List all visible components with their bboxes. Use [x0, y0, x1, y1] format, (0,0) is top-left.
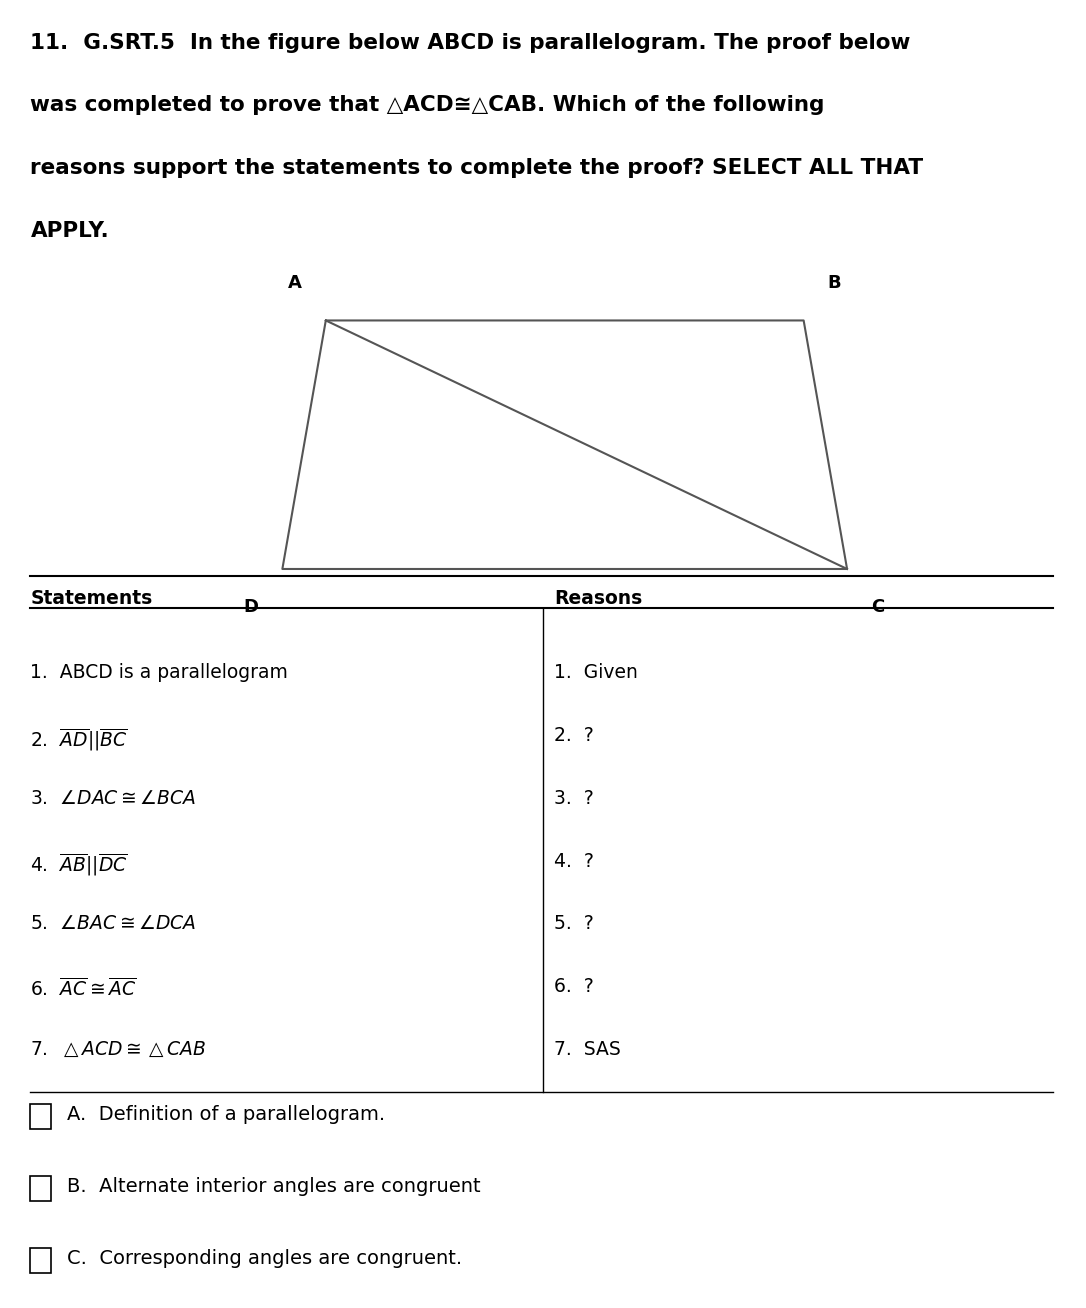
Text: 11.  G.SRT.5  In the figure below ABCD is parallelogram. The proof below: 11. G.SRT.5 In the figure below ABCD is … — [30, 33, 911, 52]
Text: B.  Alternate interior angles are congruent: B. Alternate interior angles are congrue… — [67, 1177, 481, 1196]
Text: 4.  ?: 4. ? — [554, 852, 594, 871]
Text: was completed to prove that △ACD≅△CAB. Which of the following: was completed to prove that △ACD≅△CAB. W… — [30, 95, 824, 115]
FancyBboxPatch shape — [30, 1176, 51, 1201]
Text: D: D — [243, 598, 258, 616]
Text: 3.  $\angle DAC \cong \angle BCA$: 3. $\angle DAC \cong \angle BCA$ — [30, 789, 197, 808]
Text: C: C — [871, 598, 884, 616]
FancyBboxPatch shape — [30, 1104, 51, 1129]
Text: 2.  ?: 2. ? — [554, 726, 594, 746]
Text: 6.  ?: 6. ? — [554, 977, 594, 997]
Text: 7.  SAS: 7. SAS — [554, 1040, 620, 1059]
Text: 5.  $\angle BAC \cong \angle DCA$: 5. $\angle BAC \cong \angle DCA$ — [30, 914, 197, 934]
Text: 2.  $\overline{AD}||\overline{BC}$: 2. $\overline{AD}||\overline{BC}$ — [30, 726, 128, 752]
Text: 5.  ?: 5. ? — [554, 914, 594, 934]
Text: A: A — [288, 273, 302, 292]
Text: 1.  ABCD is a parallelogram: 1. ABCD is a parallelogram — [30, 663, 288, 683]
Text: Statements: Statements — [30, 589, 153, 608]
Text: 3.  ?: 3. ? — [554, 789, 594, 808]
Text: reasons support the statements to complete the proof? SELECT ALL THAT: reasons support the statements to comple… — [30, 158, 923, 178]
Text: B: B — [828, 273, 842, 292]
Text: C.  Corresponding angles are congruent.: C. Corresponding angles are congruent. — [67, 1249, 463, 1267]
Text: A.  Definition of a parallelogram.: A. Definition of a parallelogram. — [67, 1105, 386, 1124]
FancyBboxPatch shape — [30, 1248, 51, 1273]
Text: 7.  $\triangle ACD \cong \triangle CAB$: 7. $\triangle ACD \cong \triangle CAB$ — [30, 1040, 206, 1059]
Text: Reasons: Reasons — [554, 589, 642, 608]
Text: 4.  $\overline{AB}||\overline{DC}$: 4. $\overline{AB}||\overline{DC}$ — [30, 852, 128, 878]
Text: 6.  $\overline{AC} \cong \overline{AC}$: 6. $\overline{AC} \cong \overline{AC}$ — [30, 977, 137, 999]
Text: 1.  Given: 1. Given — [554, 663, 637, 683]
Text: APPLY.: APPLY. — [30, 221, 110, 241]
